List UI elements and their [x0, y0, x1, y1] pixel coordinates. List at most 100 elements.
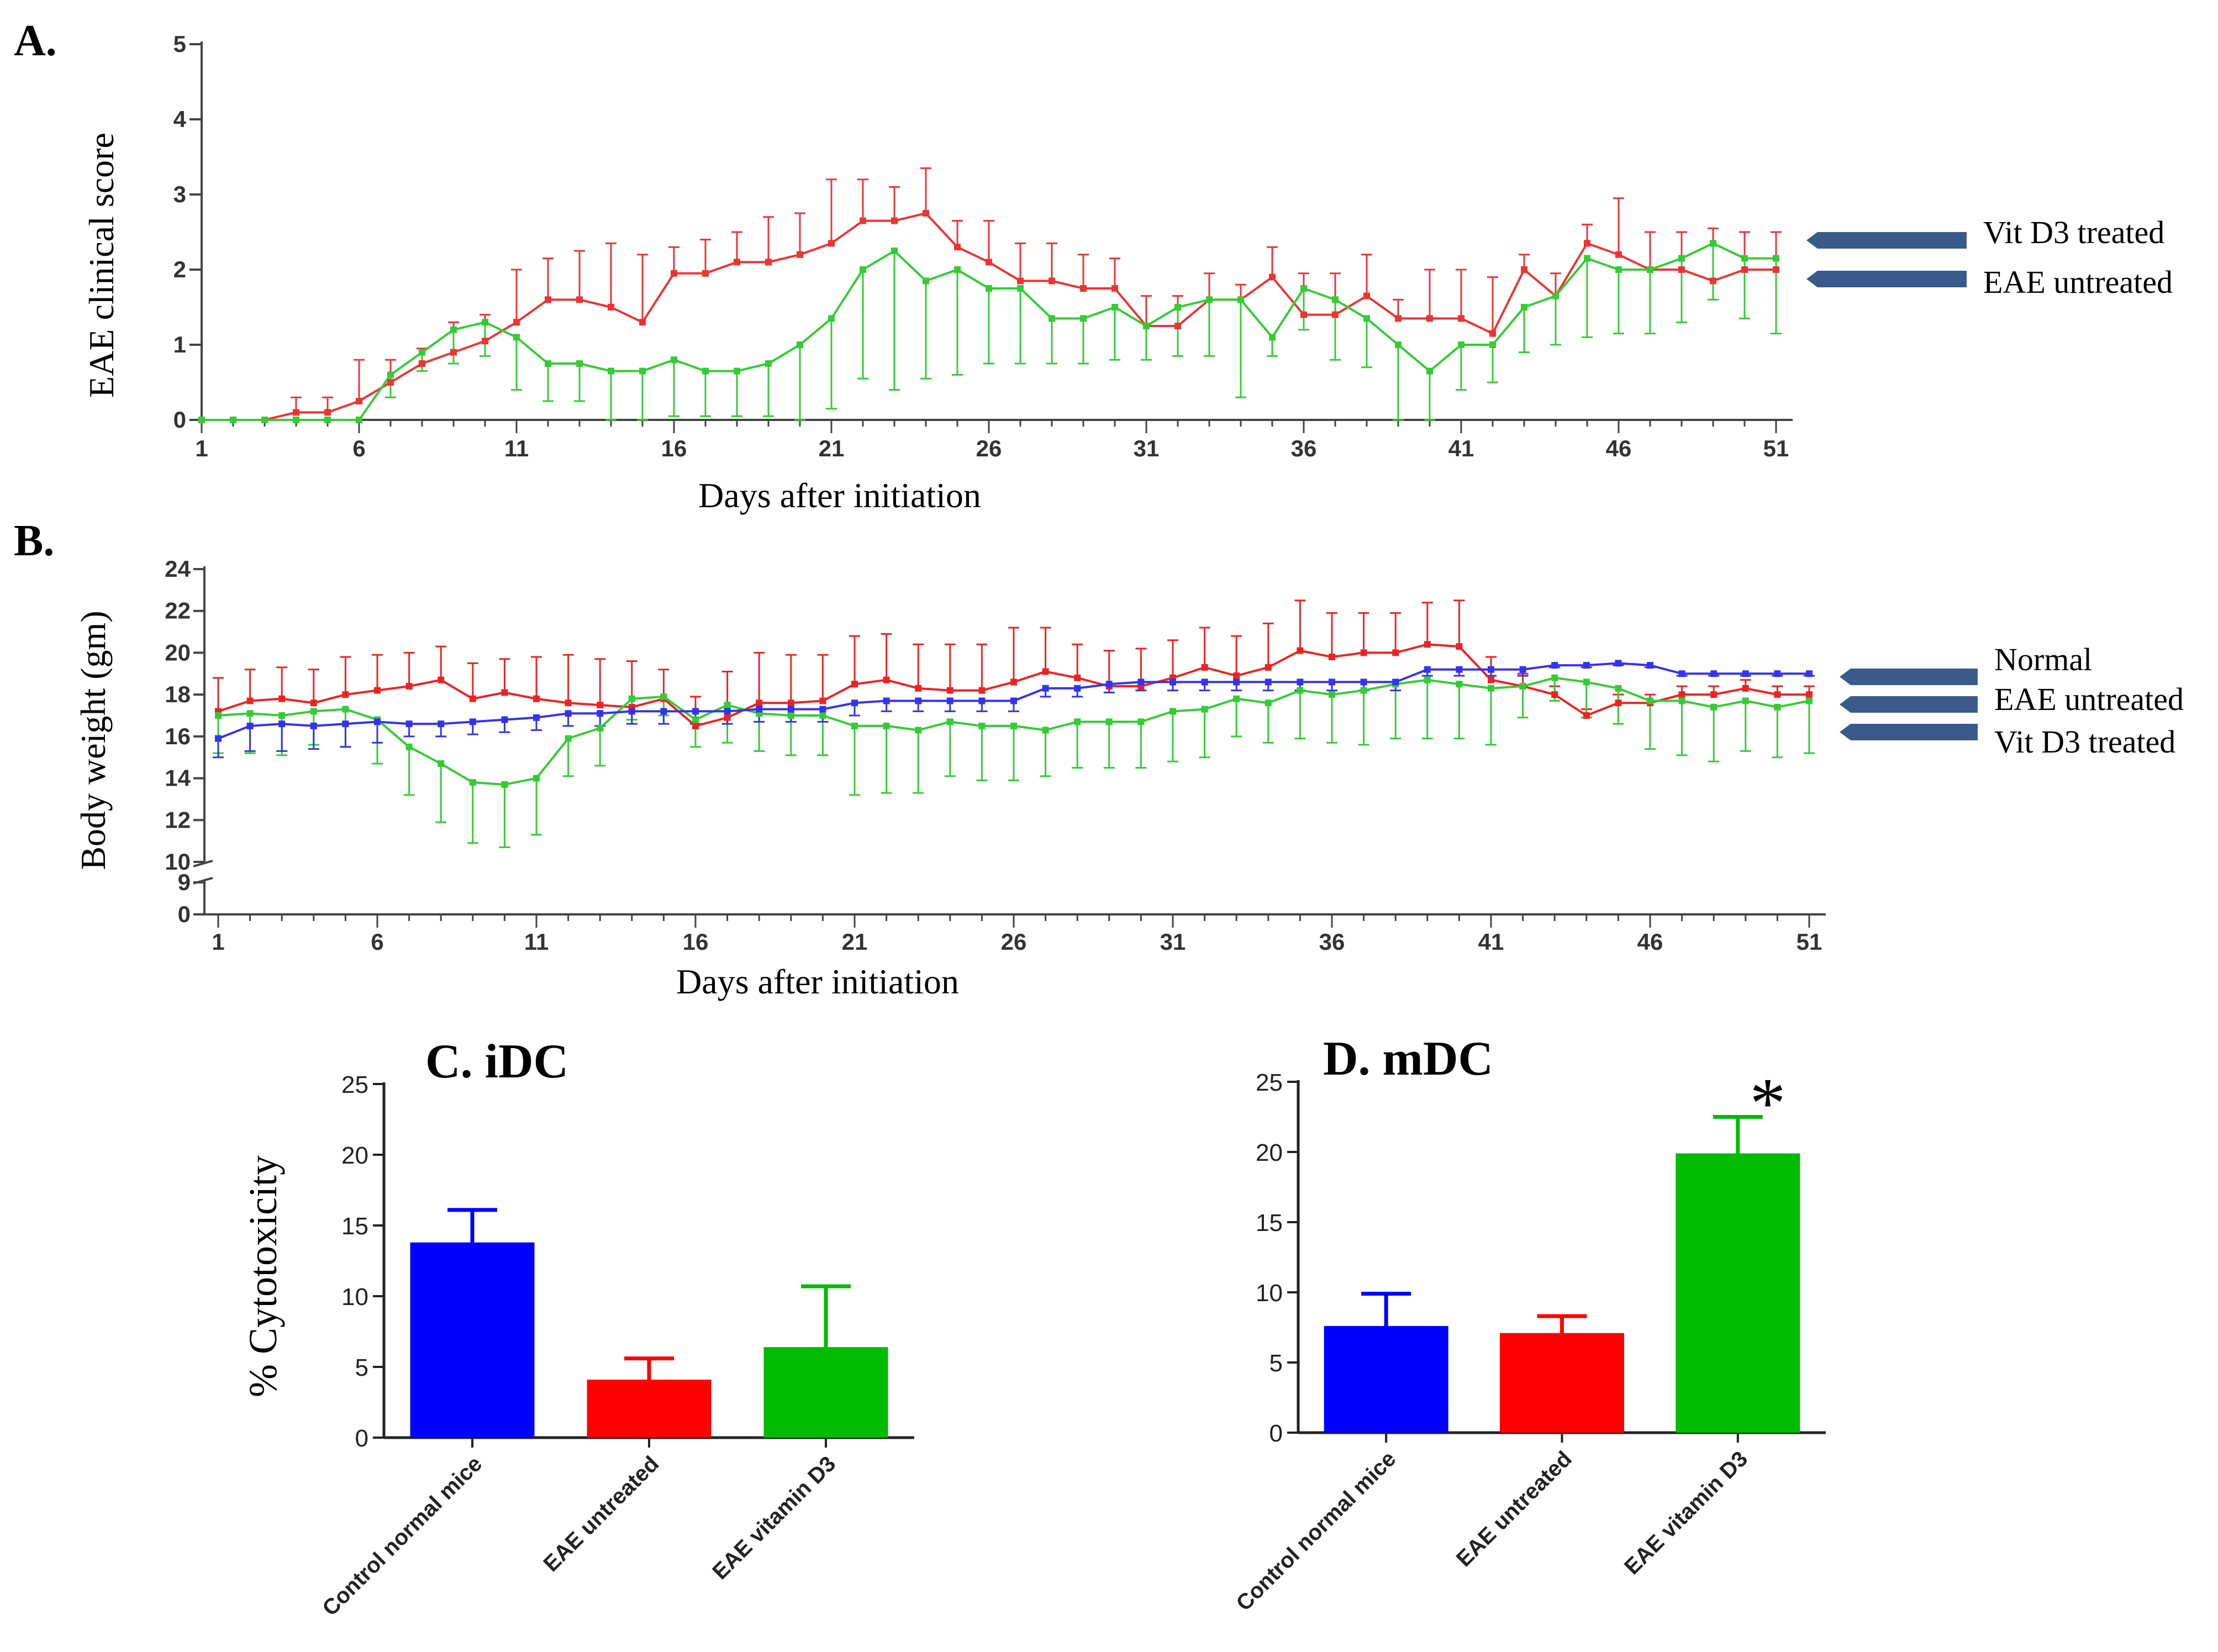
data-point — [860, 266, 866, 273]
category-label: Control normal mice — [1231, 1446, 1400, 1616]
x-tick-label: 46 — [1637, 929, 1663, 955]
y-tick-label: 12 — [165, 807, 191, 833]
x-tick-label: 11 — [524, 929, 549, 955]
y-tick-label: 24 — [165, 556, 191, 582]
panel-b-label: B. — [14, 517, 54, 565]
panel-a-legend-eae: EAE untreated — [1983, 264, 2173, 300]
data-point — [1049, 277, 1055, 285]
y-tick-label: 20 — [165, 639, 191, 665]
data-point — [1456, 681, 1463, 688]
panel-a-ylabel: EAE clinical score — [82, 133, 121, 398]
x-tick-label: 16 — [661, 435, 687, 461]
data-point — [405, 683, 413, 690]
data-point — [545, 296, 551, 303]
data-point — [1332, 311, 1339, 318]
data-point — [883, 722, 890, 729]
data-point — [1329, 654, 1335, 660]
data-point — [246, 710, 254, 717]
panel-b-xlabel: Days after initiation — [676, 962, 959, 1001]
panel-b-legend: Normal EAE untreated Vit D3 treated — [1840, 641, 2184, 760]
data-point — [702, 367, 709, 375]
data-point — [1363, 315, 1370, 322]
data-point — [356, 398, 362, 404]
data-point — [1300, 285, 1307, 292]
panel-c-title: C. iDC — [425, 1035, 568, 1088]
data-point — [215, 735, 222, 742]
data-point — [438, 760, 445, 767]
data-point — [405, 720, 413, 728]
panel-a-clinical-score-chart: A. Days after initiation EAE clinical sc… — [14, 17, 2173, 515]
data-point — [787, 712, 794, 719]
y-tick-label: 2 — [173, 256, 186, 282]
data-point — [1392, 649, 1399, 656]
data-point — [692, 722, 699, 729]
y-tick-label: 10 — [341, 1283, 368, 1311]
data-point — [1042, 668, 1049, 675]
data-point — [1074, 674, 1081, 681]
data-point — [1297, 678, 1304, 686]
data-point — [1395, 341, 1402, 348]
data-point — [1521, 304, 1527, 311]
y-tick-label: 15 — [341, 1213, 368, 1240]
data-point — [215, 712, 222, 719]
data-point — [1201, 664, 1208, 671]
data-point — [660, 708, 667, 715]
data-point — [1392, 678, 1399, 686]
bar-control-normal-mice — [1324, 1325, 1448, 1433]
data-point — [482, 319, 488, 326]
data-point — [1678, 266, 1685, 273]
data-point — [1583, 662, 1590, 669]
data-point — [1519, 683, 1526, 690]
panel-b-body-weight-chart: B. Days after initiation Body weight (gm… — [14, 517, 2184, 1001]
data-point — [1201, 706, 1208, 713]
data-point — [438, 720, 445, 728]
data-point — [692, 716, 699, 723]
data-point — [278, 695, 286, 702]
data-point — [756, 706, 763, 713]
data-point — [724, 702, 731, 709]
data-point — [278, 720, 286, 728]
bar-eae-vitamin-d3 — [1676, 1153, 1800, 1433]
data-point — [608, 367, 614, 375]
data-point — [1080, 315, 1087, 322]
axis-break-mark — [193, 860, 213, 867]
data-point — [1773, 266, 1779, 273]
data-point — [1105, 681, 1113, 688]
data-point — [860, 217, 866, 224]
data-point — [469, 779, 476, 786]
data-point — [734, 367, 740, 375]
data-point — [978, 722, 986, 729]
data-point — [342, 720, 349, 728]
data-point — [597, 724, 604, 732]
data-point — [765, 259, 772, 266]
data-point — [1233, 695, 1240, 702]
data-point — [946, 697, 953, 704]
y-tick-label: 9 — [178, 869, 191, 895]
data-point — [1647, 266, 1653, 273]
x-tick-label: 21 — [842, 929, 868, 955]
data-point — [915, 685, 922, 692]
bar-eae-untreated — [1500, 1333, 1624, 1433]
data-point — [405, 743, 413, 750]
bar-eae-untreated — [587, 1380, 712, 1438]
data-point — [310, 722, 317, 729]
arrow-left-icon — [1840, 696, 1978, 713]
data-point — [756, 699, 763, 707]
data-point — [501, 689, 508, 696]
data-point — [639, 367, 646, 375]
data-point — [513, 319, 520, 326]
data-point — [1584, 255, 1590, 262]
data-point — [1174, 323, 1181, 329]
data-point — [671, 356, 677, 364]
data-point — [1806, 691, 1813, 698]
data-point — [1710, 277, 1716, 285]
data-point — [797, 251, 803, 258]
data-point — [1233, 672, 1240, 680]
data-point — [1169, 678, 1176, 686]
data-point — [1742, 670, 1749, 677]
data-point — [1269, 273, 1276, 281]
panel-a-markers — [198, 210, 1779, 423]
